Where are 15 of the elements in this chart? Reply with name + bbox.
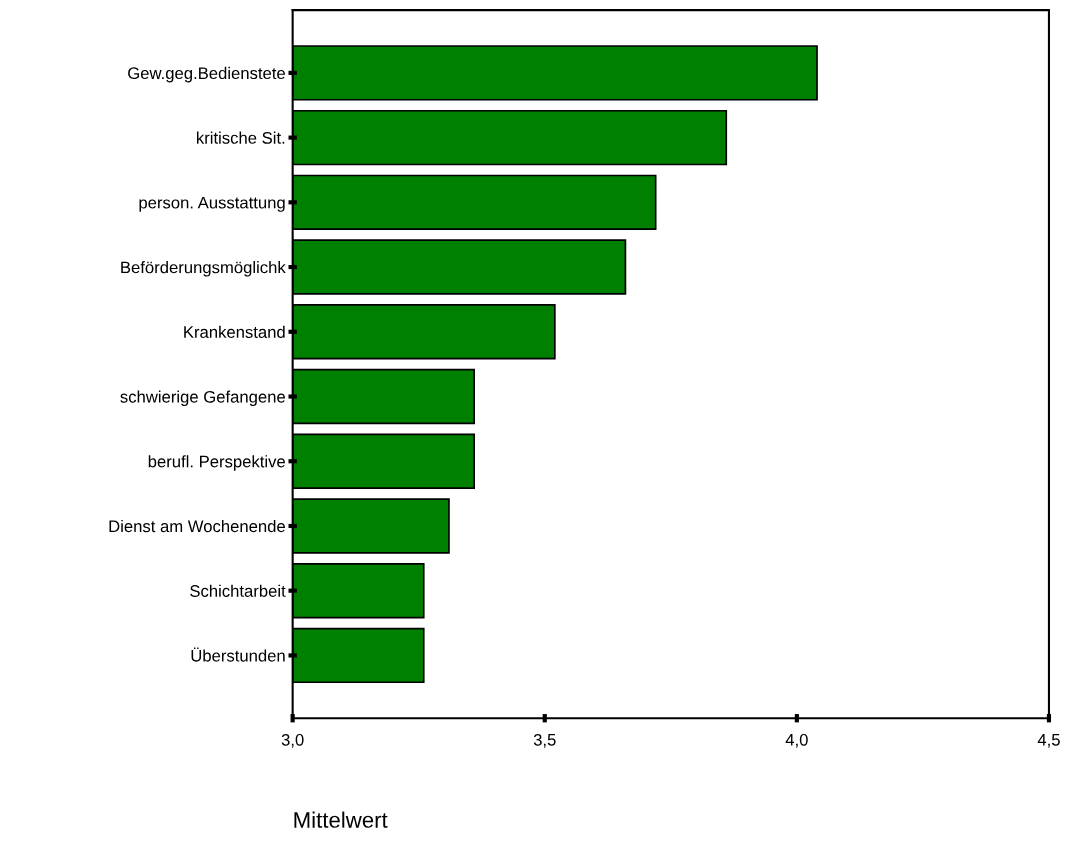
y-tick-label: Überstunden [191, 647, 285, 662]
y-tick-label: Beförderungsmöglichk [121, 261, 286, 277]
x-tick-label: 4,5 [1037, 734, 1060, 748]
x-tick-label: 3,5 [533, 733, 556, 748]
y-tick-label: schwierige Gefangene [120, 390, 285, 407]
y-tick-label: berufl. Perspektive [148, 455, 285, 471]
y-tick-label: Krankenstand [184, 325, 285, 338]
x-tick-label: 4,0 [785, 733, 808, 748]
y-tick-label: person. Ausstattung [139, 196, 285, 212]
y-tick-label: Schichtarbeit [190, 584, 286, 597]
x-tick-label: 3,0 [281, 733, 304, 748]
y-tick-label: kritische Sit. [197, 131, 285, 144]
x-axis-title: Mittelwert [294, 811, 388, 828]
y-tick-label: Gew.geg.Bedienstete [128, 66, 285, 83]
y-tick-label: Dienst am Wochenende [109, 519, 285, 533]
